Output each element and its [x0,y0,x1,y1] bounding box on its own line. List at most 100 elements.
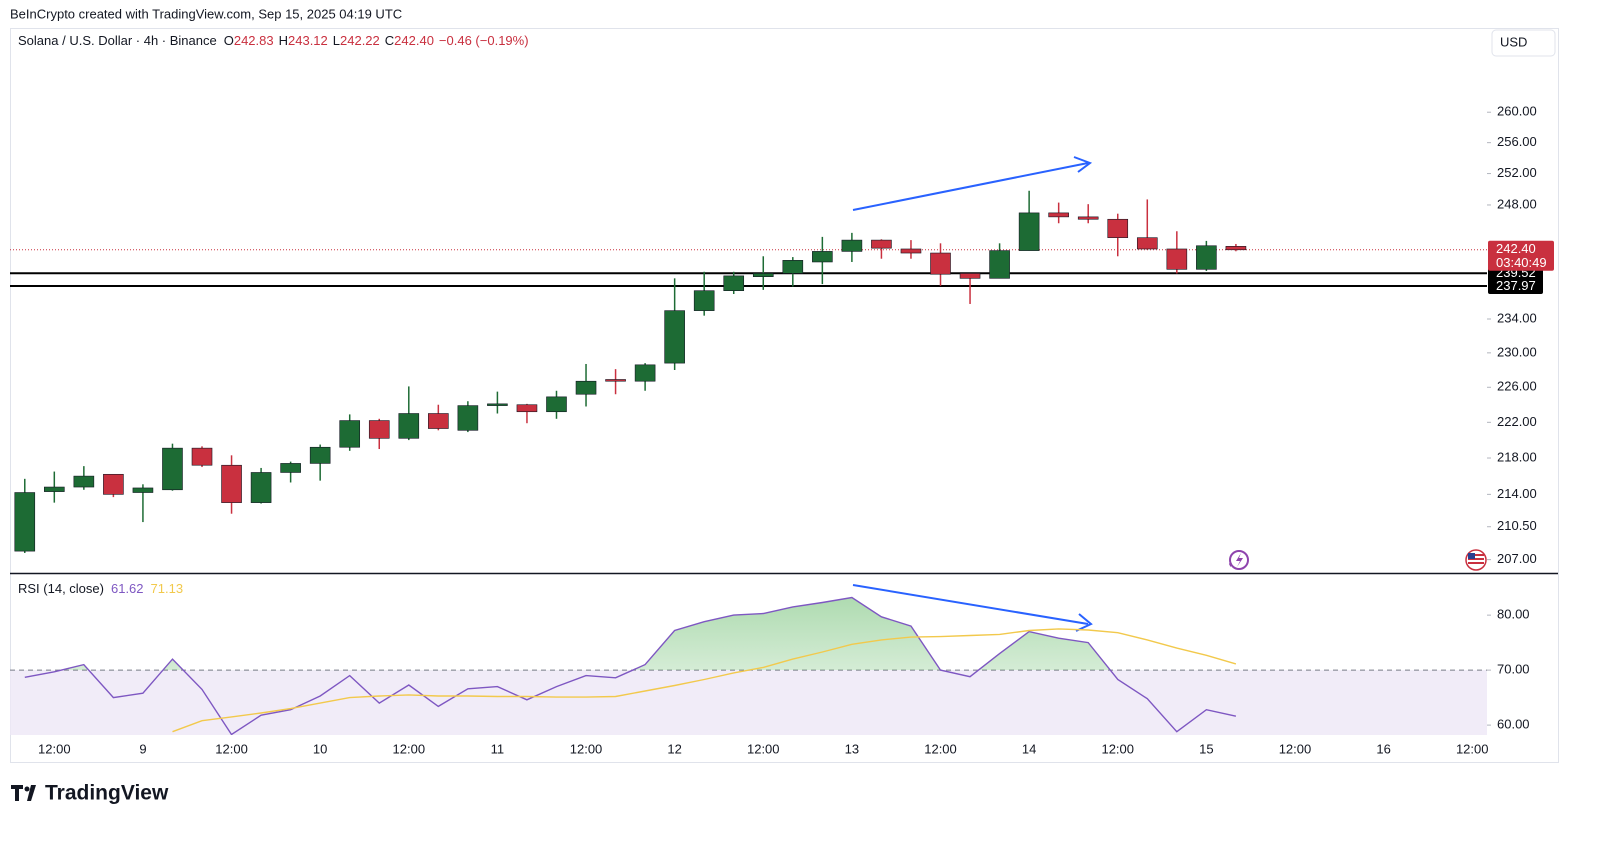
candle-body [1077,216,1099,220]
rsi-y-tick-label: 80.00 [1497,607,1530,622]
rsi-band [10,670,1487,735]
candle-body [457,405,479,431]
candle-body [575,380,597,395]
x-tick-label: 14 [1022,741,1036,756]
country-flag-icon[interactable] [1465,549,1487,571]
currency-label[interactable]: USD [1500,34,1527,49]
rsi-y-tick-label: 60.00 [1497,717,1530,732]
x-tick-label: 12:00 [393,741,426,756]
legend-symbol: Solana / U.S. Dollar · 4h · Binance [18,33,217,48]
candle-body [221,464,242,503]
price-legend: Solana / U.S. Dollar · 4h · Binance O242.… [18,33,529,48]
price-legend-text: Solana / U.S. Dollar · 4h · Binance O242.… [18,33,529,48]
rsi-arrow [852,584,1089,625]
rsi-line [172,628,1237,733]
y-tick-label: 226.00 [1497,379,1537,394]
candle-body [1196,245,1217,270]
x-tick-label: 13 [845,741,859,756]
last-price-label: 242.40 [1496,241,1536,256]
candle-body [959,273,981,279]
candle-body [103,473,124,495]
candle-body [191,447,213,466]
level-label: 237.97 [1496,278,1536,293]
candle-body [162,447,183,491]
candle-body [1048,212,1069,218]
y-tick-label: 222.00 [1497,414,1537,429]
x-tick-label: 12:00 [1101,741,1134,756]
x-tick-label: 9 [139,741,146,756]
candle-body [73,475,95,488]
frame [10,28,1559,763]
y-tick-label: 210.50 [1497,518,1537,533]
candle-body [605,379,626,382]
y-tick-label: 248.00 [1497,196,1537,211]
y-tick-label: 234.00 [1497,310,1537,325]
rsi-title: RSI (14, close) [18,581,104,596]
x-tick-label: 12:00 [1279,741,1312,756]
candle-body [1225,246,1247,251]
rsi-plot [10,596,1487,735]
candle-body [723,275,745,291]
y-tick-label: 230.00 [1497,344,1537,359]
candle-body [930,252,951,275]
legend-key: H [279,33,288,48]
legend-value: 243.12 [288,33,328,48]
candle-body [280,463,301,473]
legend-value: 242.22 [340,33,380,48]
candle-body [693,290,715,311]
divergence-arrows [852,156,1093,632]
legend-change: −0.46 (−0.19%) [439,33,529,48]
rsi-legend-value: 61.62 [111,581,144,596]
rsi-legend: RSI (14, close) 61.62 71.13 [18,581,183,596]
legend-value: 242.40 [394,33,434,48]
rsi-arrow-head [1075,613,1093,632]
brand-name: TradingView [45,782,169,805]
rsi-line [24,596,1237,735]
level-label-box [1488,277,1543,294]
price-arrow [852,162,1089,211]
event-icon[interactable] [1229,550,1249,570]
candle-body [546,396,567,413]
x-tick-label: 15 [1199,741,1213,756]
candle-body [250,472,272,503]
candle-body [487,403,508,406]
x-tick-label: 11 [491,741,505,756]
candle-body [634,364,656,382]
y-tick-label: 252.00 [1497,165,1537,180]
price-arrow-head [1073,156,1093,173]
x-tick-label: 12:00 [1456,741,1489,756]
candle-body [132,487,154,493]
candle-body [989,250,1010,279]
last-price-box [1488,240,1554,271]
countdown-label: 03:40:49 [1496,255,1547,270]
x-tick-label: 16 [1376,741,1390,756]
candle-body [900,248,922,254]
legend-key: O [224,33,234,48]
legend-key: C [385,33,394,48]
y-tick-label: 207.00 [1497,551,1537,566]
candle-body [339,420,361,448]
candle-body [782,260,804,274]
x-tick-label: 10 [313,741,327,756]
candle-body [14,492,36,552]
rsi-legend-text: RSI (14, close) 61.62 71.13 [18,581,183,596]
candle-body [1107,218,1129,238]
legend-value: 242.83 [234,33,274,48]
x-tick-label: 12:00 [924,741,957,756]
candle-body [309,446,331,464]
currency-button[interactable] [1491,29,1556,57]
y-tick-label: 256.00 [1497,134,1537,149]
x-tick-label: 12 [667,741,681,756]
candle-body [871,239,892,249]
candle-body [1166,248,1188,270]
brand-logo: TradingView [11,782,169,805]
candle-body [368,420,390,439]
candle-body [664,310,685,364]
y-tick-label: 218.00 [1497,449,1537,464]
header: BeInCrypto created with TradingView.com,… [10,6,402,21]
candle-body [1136,237,1158,250]
candle-body [752,273,774,277]
y-tick-label: 214.00 [1497,486,1537,501]
candle-body [516,404,538,413]
